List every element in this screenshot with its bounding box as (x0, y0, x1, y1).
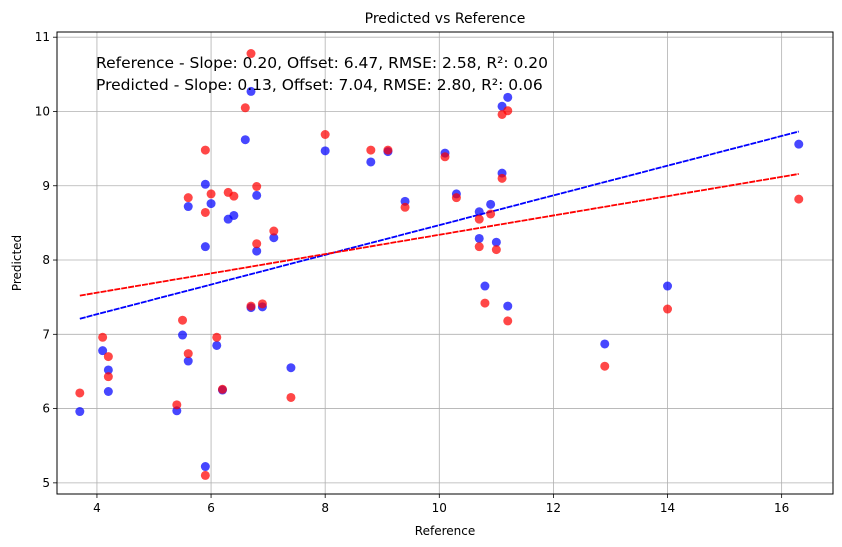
data-point-series-0 (252, 190, 262, 200)
data-point-series-0 (474, 207, 484, 217)
x-tick-label: 6 (207, 501, 215, 515)
data-point-series-1 (503, 316, 513, 326)
x-tick-label: 8 (321, 501, 329, 515)
data-point-series-0 (491, 237, 501, 247)
data-point-series-0 (212, 340, 222, 350)
data-point-series-1 (480, 298, 490, 308)
fit-lines (79, 130, 799, 320)
grid-lines (57, 32, 833, 494)
data-point-series-1 (286, 392, 296, 402)
annotation-predicted: Predicted - Slope: 0.13, Offset: 7.04, R… (96, 76, 543, 94)
data-point-series-1 (252, 181, 262, 191)
data-point-series-0 (486, 199, 496, 209)
data-point-series-0 (474, 233, 484, 243)
data-point-series-0 (98, 346, 108, 356)
data-point-series-1 (366, 145, 376, 155)
data-point-series-0 (286, 363, 296, 373)
data-point-series-0 (794, 139, 804, 149)
data-point-series-1 (246, 49, 256, 59)
data-point-series-1 (183, 193, 193, 203)
data-point-series-1 (200, 470, 210, 480)
data-point-series-1 (229, 191, 239, 201)
data-point-series-0 (75, 407, 85, 417)
data-point-series-0 (103, 386, 113, 396)
data-point-series-1 (172, 400, 182, 410)
data-point-series-1 (183, 349, 193, 359)
data-point-series-0 (240, 135, 250, 145)
data-point-series-0 (206, 199, 216, 209)
data-point-series-1 (663, 304, 673, 314)
fit-line-series-1 (79, 173, 799, 297)
data-point-series-0 (200, 179, 210, 189)
data-point-series-1 (200, 207, 210, 217)
data-point-series-1 (103, 352, 113, 362)
data-point-series-1 (103, 372, 113, 382)
data-point-series-1 (212, 332, 222, 342)
data-point-series-0 (503, 301, 513, 311)
data-point-series-0 (269, 233, 279, 243)
data-point-series-1 (252, 239, 262, 249)
data-point-series-1 (440, 152, 450, 162)
y-tick-label: 9 (42, 179, 50, 193)
data-point-series-0 (503, 92, 513, 102)
data-point-series-0 (183, 356, 193, 366)
data-point-series-0 (366, 157, 376, 167)
data-point-series-0 (183, 202, 193, 212)
data-point-series-1 (474, 242, 484, 252)
data-point-series-1 (257, 299, 267, 309)
plot-area-frame (56, 31, 834, 495)
data-point-series-1 (794, 194, 804, 204)
y-tick-label: 7 (42, 327, 50, 341)
x-axis-title: Reference (415, 524, 475, 538)
data-point-series-1 (383, 145, 393, 155)
data-point-series-1 (206, 189, 216, 199)
data-point-series-1 (240, 103, 250, 113)
data-point-series-1 (178, 315, 188, 325)
data-point-series-1 (497, 173, 507, 183)
data-point-series-1 (474, 214, 484, 224)
x-tick-label: 4 (93, 501, 101, 515)
fit-line-series-0 (79, 130, 799, 320)
data-point-series-1 (269, 226, 279, 236)
data-point-series-0 (200, 462, 210, 472)
data-point-series-0 (103, 365, 113, 375)
annotation-reference: Reference - Slope: 0.20, Offset: 6.47, R… (96, 54, 548, 72)
data-point-series-1 (600, 361, 610, 371)
y-tick-label: 6 (42, 402, 50, 416)
data-point-series-0 (600, 339, 610, 349)
data-point-series-1 (217, 384, 227, 394)
data-point-series-1 (491, 245, 501, 255)
data-point-series-1 (75, 388, 85, 398)
data-points (75, 49, 804, 480)
data-point-series-1 (98, 332, 108, 342)
data-point-series-0 (229, 210, 239, 220)
data-point-series-1 (503, 106, 513, 116)
data-point-series-1 (486, 209, 496, 219)
x-tick-label: 14 (660, 501, 675, 515)
data-point-series-1 (451, 193, 461, 203)
chart-title: Predicted vs Reference (365, 11, 526, 27)
y-tick-label: 8 (42, 253, 50, 267)
x-tick-label: 12 (546, 501, 561, 515)
data-point-series-0 (480, 281, 490, 291)
data-point-series-1 (400, 202, 410, 212)
x-tick-label: 10 (432, 501, 447, 515)
axis-ticks: 4 6 8 10 12 14 16 5 6 7 8 9 10 11 (35, 30, 790, 515)
data-point-series-0 (246, 86, 256, 96)
y-tick-label: 5 (42, 476, 50, 490)
data-point-series-1 (200, 145, 210, 155)
x-tick-label: 16 (774, 501, 789, 515)
data-point-series-0 (320, 146, 330, 156)
data-point-series-1 (320, 130, 330, 140)
data-point-series-0 (200, 242, 210, 252)
y-axis-title: Predicted (10, 235, 24, 291)
data-point-series-1 (246, 301, 256, 311)
data-point-series-0 (178, 330, 188, 340)
y-tick-label: 10 (35, 104, 50, 118)
data-point-series-0 (663, 281, 673, 291)
y-tick-label: 11 (35, 30, 50, 44)
data-point-series-0 (252, 246, 262, 256)
